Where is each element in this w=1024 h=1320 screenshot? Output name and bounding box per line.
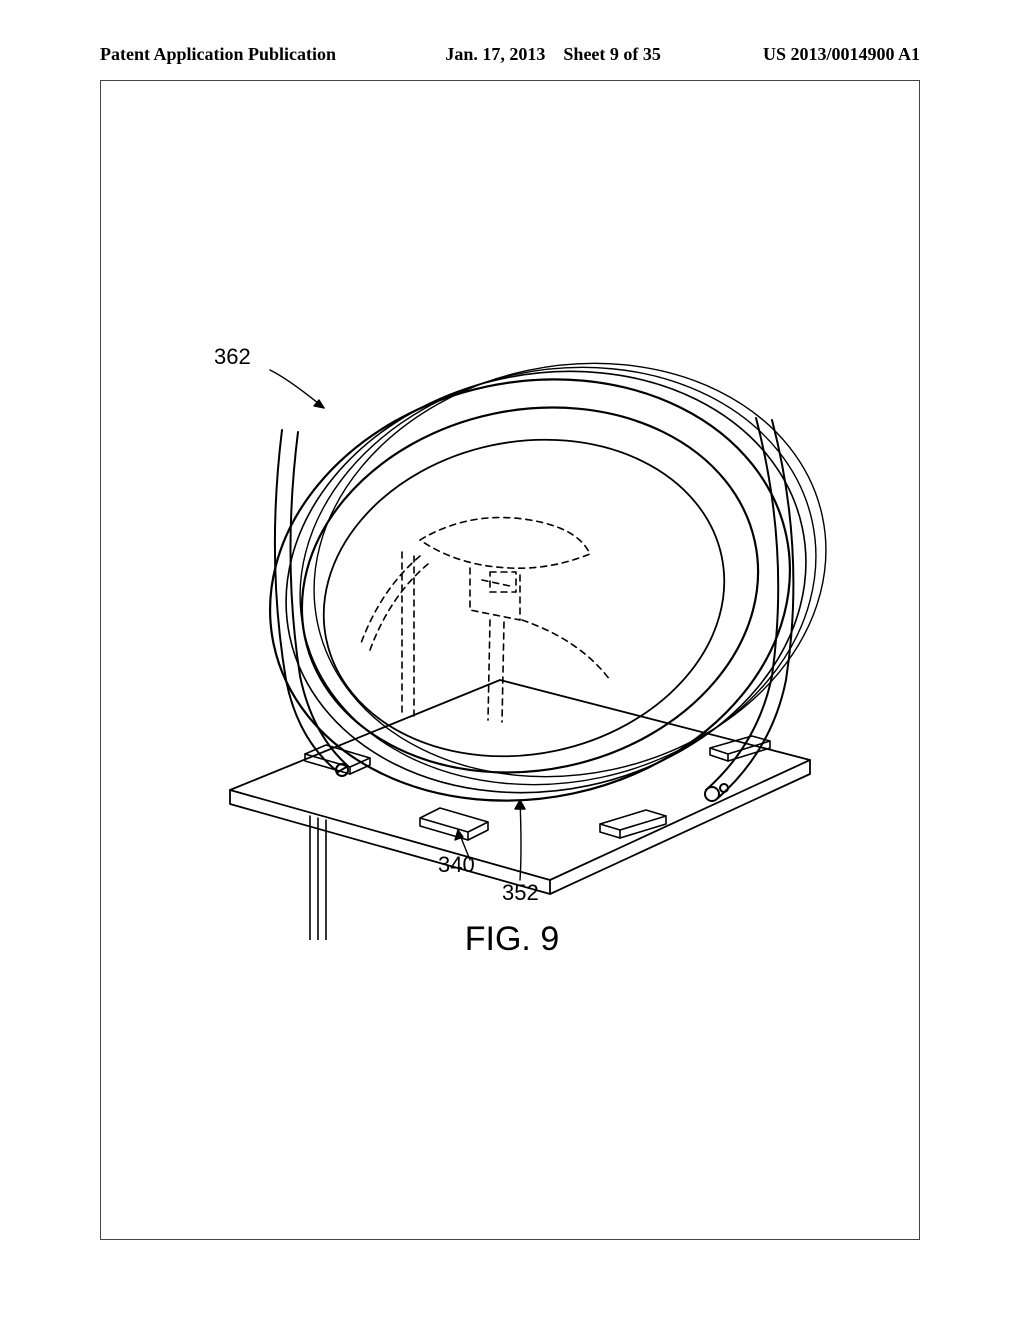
page: Patent Application Publication Jan. 17, …: [0, 0, 1024, 1320]
header-date: Jan. 17, 2013: [445, 44, 545, 64]
ref-340: 340: [438, 852, 475, 878]
ring-362: [230, 320, 850, 848]
interior-dashed: [360, 518, 610, 723]
header-sheet: Jan. 17, 2013 Sheet 9 of 35: [445, 44, 661, 65]
figure-svg: [170, 320, 850, 940]
table-top: [230, 680, 810, 894]
page-header: Patent Application Publication Jan. 17, …: [100, 44, 920, 65]
figure-caption: FIG. 9: [0, 920, 1024, 959]
figure-9: 362 340 352: [170, 320, 850, 940]
ref-362: 362: [214, 344, 251, 370]
header-sheet-number: Sheet 9 of 35: [563, 44, 661, 64]
header-pub-number: US 2013/0014900 A1: [661, 44, 920, 65]
ref-352: 352: [502, 880, 539, 906]
header-publication-type: Patent Application Publication: [100, 44, 445, 65]
inner-opening-352: [294, 403, 754, 792]
